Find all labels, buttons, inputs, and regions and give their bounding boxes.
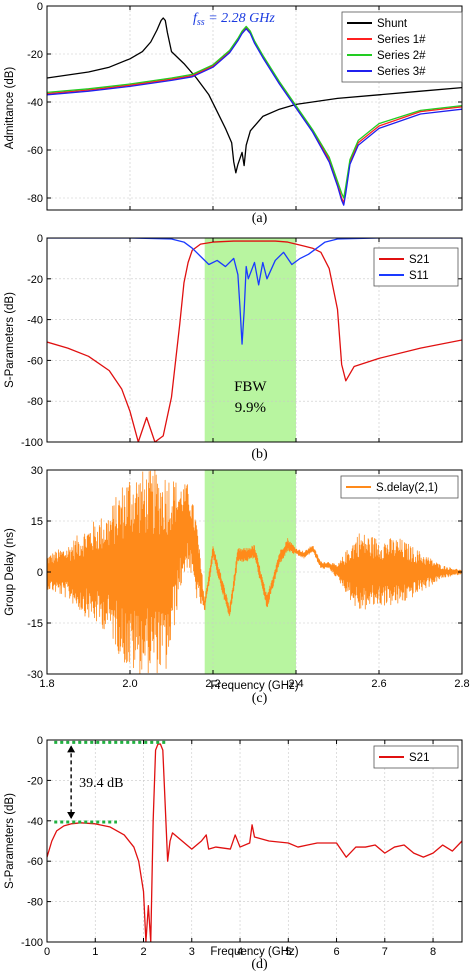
y-tick-label: -100	[21, 937, 43, 949]
series-line-s21	[47, 240, 462, 442]
axes-frame	[46, 5, 463, 211]
y-tick-label: 15	[31, 516, 43, 528]
y-tick-label: 0	[37, 1, 43, 13]
x-tick-label: 4	[237, 946, 243, 958]
x-tick-label: 2.4	[288, 678, 303, 690]
legend-box	[373, 247, 459, 287]
y-tick-label: -80	[27, 193, 43, 205]
x-tick-label: 2.0	[122, 678, 137, 690]
annotation-db-difference: 39.4 dB	[79, 776, 123, 791]
annotation-fbw-value: 9.9%	[235, 400, 266, 416]
x-tick-label: 8	[430, 946, 436, 958]
y-tick-label: -40	[27, 315, 43, 327]
y-tick-label: 30	[31, 465, 43, 477]
series-line-s-delay-2-1-	[47, 470, 462, 674]
y-tick-label: -20	[27, 775, 43, 787]
y-tick-label: 0	[37, 735, 43, 747]
x-tick-label: 2	[140, 946, 146, 958]
chart-panel-b: 0 -20 -40 -60 -80 -100 S-Parameters (dB) (b) S21…	[4, 233, 463, 462]
legend-entry: Shunt	[377, 18, 408, 30]
x-tick-label: 5	[285, 946, 291, 958]
y-tick-label: -20	[27, 274, 43, 286]
legend-entry: S21	[409, 254, 429, 266]
y-axis-label: S-Parameters (dB)	[4, 292, 16, 388]
y-tick-label: -80	[27, 396, 43, 408]
y-tick-label: -30	[27, 669, 43, 681]
x-tick-label: 6	[333, 946, 339, 958]
series-line-shunt	[47, 17, 462, 174]
y-tick-label: -40	[27, 97, 43, 109]
y-tick-label: -15	[27, 618, 43, 630]
y-axis-label: Group Delay (ns)	[4, 528, 16, 616]
y-tick-label: -80	[27, 897, 43, 909]
x-tick-label: 2.6	[371, 678, 386, 690]
arrow-down-head	[67, 812, 76, 820]
panel-label: (a)	[252, 211, 268, 226]
panel-label: (d)	[251, 957, 268, 972]
series-line-series-2-	[47, 25, 462, 199]
annotation-fss: fss = 2.28 GHz	[193, 11, 275, 28]
y-tick-label: -60	[27, 355, 43, 367]
x-tick-label: 0	[44, 946, 50, 958]
legend-entry: Series 3#	[377, 66, 426, 78]
y-tick-label: -40	[27, 816, 43, 828]
y-tick-label: -20	[27, 49, 43, 61]
legend-box	[373, 745, 459, 769]
legend-entry: Series 1#	[377, 34, 426, 46]
legend-entry: S11	[409, 270, 429, 282]
legend-entry: S21	[409, 752, 429, 764]
plot-area	[47, 740, 462, 942]
x-tick-label: 7	[382, 946, 388, 958]
y-tick-label: 0	[37, 233, 43, 245]
y-tick-label: 0	[37, 567, 43, 579]
axes-frame	[46, 739, 463, 943]
panel-label: (c)	[252, 691, 268, 706]
legend-entry: S.delay(2,1)	[376, 482, 438, 494]
x-tick-label: 1	[92, 946, 98, 958]
x-axis-label: Frequency (GHz)	[210, 946, 298, 958]
series-line-series-3-	[47, 28, 462, 206]
y-tick-label: -100	[21, 437, 43, 449]
arrow-up-head	[67, 745, 76, 753]
series-line-s21	[47, 743, 462, 942]
y-axis-label: S-Parameters (dB)	[4, 793, 16, 889]
legend-box	[340, 475, 459, 499]
series-line-s11	[47, 238, 462, 345]
chart-panel-c: 30 15 0 -15 -301.8 2.0 2.2 2.4 2.6 2.8 Group Delay…	[4, 465, 470, 706]
panel-label: (b)	[251, 447, 268, 462]
x-tick-label: 2.2	[205, 678, 220, 690]
y-axis-label: Admittance (dB)	[4, 67, 16, 150]
x-axis-label: Frequency (GHz)	[210, 680, 298, 692]
y-tick-label: -60	[27, 145, 43, 157]
legend-entry: Series 2#	[377, 50, 426, 62]
y-tick-label: -60	[27, 856, 43, 868]
x-tick-label: 3	[189, 946, 195, 958]
chart-panel-a: 0 -20 -40 -60 -80 Admittance (dB) (a) Shunt Seri…	[4, 1, 463, 226]
annotation-fbw: FBW	[234, 379, 267, 395]
x-tick-label: 2.8	[454, 678, 469, 690]
axes-frame	[46, 237, 463, 443]
x-tick-label: 1.8	[39, 678, 54, 690]
